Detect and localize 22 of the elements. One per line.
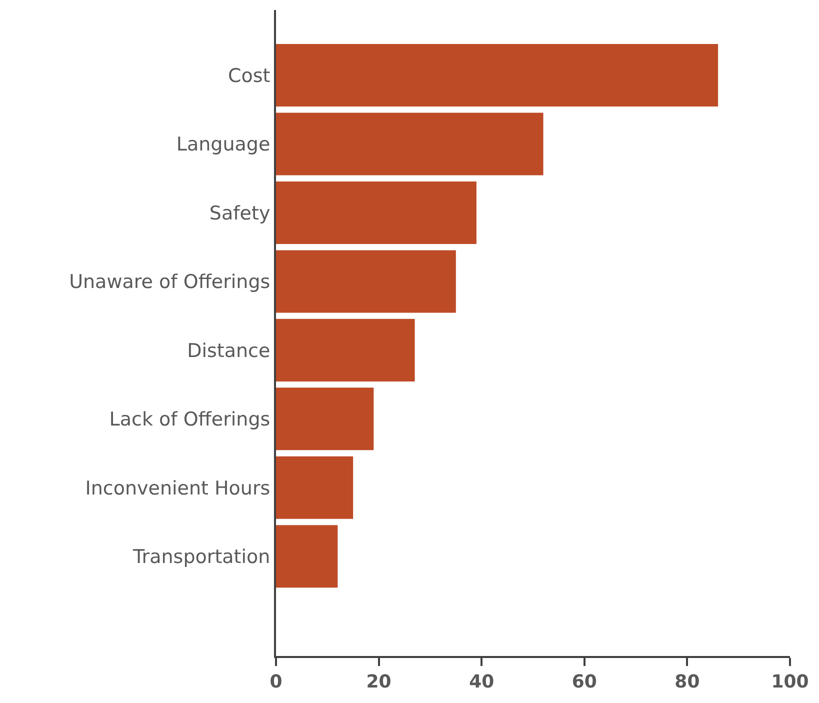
y-tick-label: Distance <box>187 340 270 362</box>
x-tick-label: 80 <box>674 672 700 693</box>
bar <box>276 44 718 107</box>
y-tick-label: Language <box>176 134 270 156</box>
bar <box>276 318 415 382</box>
y-tick-label: Safety <box>209 202 270 224</box>
y-tick-label: Cost <box>228 64 270 87</box>
x-tick-label: 0 <box>270 672 282 693</box>
bar <box>276 250 456 313</box>
bar <box>276 112 544 176</box>
bar <box>276 525 338 588</box>
x-tick-label: 60 <box>572 672 597 693</box>
bar <box>276 388 374 450</box>
bar <box>276 456 354 519</box>
y-tick-label: Lack of Offerings <box>109 408 270 431</box>
bar <box>276 181 476 244</box>
y-tick-label: Inconvenient Hours <box>85 477 270 500</box>
x-tick-label: 20 <box>366 672 392 693</box>
x-tick-label: 40 <box>469 672 494 693</box>
y-tick-label: Transportation <box>132 546 270 568</box>
y-tick-label: Unaware of Offerings <box>69 271 270 294</box>
x-tick-label: 100 <box>771 672 809 693</box>
